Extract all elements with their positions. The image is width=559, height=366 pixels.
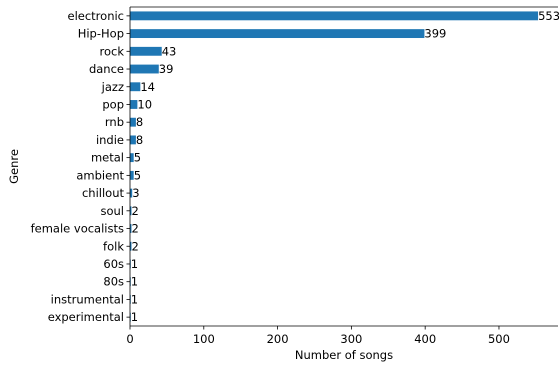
category-label-metal: metal	[91, 151, 124, 165]
x-tick-label-200: 200	[267, 332, 289, 346]
bar-metal	[130, 153, 134, 163]
category-label-ambient: ambient	[76, 168, 124, 182]
value-label-indie: 8	[136, 133, 143, 147]
x-tick-label-0: 0	[126, 332, 133, 346]
category-label-dance: dance	[89, 62, 124, 76]
value-label-folk: 2	[131, 239, 138, 253]
x-tick-label-100: 100	[193, 332, 215, 346]
category-label-hip-hop: Hip-Hop	[78, 27, 124, 41]
value-label-jazz: 14	[140, 80, 155, 94]
x-axis-label: Number of songs	[295, 348, 393, 362]
category-label-female-vocalists: female vocalists	[31, 222, 124, 236]
category-label-electronic: electronic	[68, 9, 125, 23]
bar-folk	[130, 241, 132, 251]
value-label-rnb: 8	[136, 115, 143, 129]
category-label-rock: rock	[100, 44, 125, 58]
value-label-pop: 10	[137, 97, 152, 111]
category-label-80s: 80s	[103, 275, 124, 289]
x-tick-label-300: 300	[340, 332, 362, 346]
value-label-80s: 1	[131, 275, 138, 289]
y-axis-label: Genre	[7, 149, 21, 184]
category-label-instrumental: instrumental	[51, 292, 124, 306]
value-label-chillout: 3	[132, 186, 139, 200]
value-label-soul: 2	[131, 204, 138, 218]
x-tick-label-500: 500	[488, 332, 510, 346]
x-axis-ticks: 0 100 200 300 400 500	[126, 326, 510, 346]
value-label-electronic: 553	[538, 9, 559, 23]
category-label-rnb: rnb	[105, 115, 124, 129]
category-label-soul: soul	[100, 204, 124, 218]
value-label-ambient: 5	[134, 168, 141, 182]
bar-soul	[130, 206, 132, 216]
category-label-experimental: experimental	[48, 310, 124, 324]
bar-dance	[130, 64, 159, 74]
value-label-experimental: 1	[131, 310, 138, 324]
value-label-hip-hop: 399	[424, 27, 446, 41]
bar-electronic	[130, 11, 539, 21]
bar-pop	[130, 100, 138, 109]
bar-female-vocalists	[130, 224, 132, 233]
category-label-indie: indie	[96, 133, 124, 147]
bar-rnb	[130, 117, 136, 127]
bar-indie	[130, 135, 136, 145]
category-label-pop: pop	[102, 97, 124, 111]
value-label-60s: 1	[131, 257, 138, 271]
category-label-jazz: jazz	[101, 80, 124, 94]
value-label-female-vocalists: 2	[131, 222, 138, 236]
x-tick-label-400: 400	[414, 332, 436, 346]
value-label-dance: 39	[159, 62, 174, 76]
bars-group	[130, 11, 539, 322]
value-label-instrumental: 1	[131, 292, 138, 306]
category-labels: electronic Hip-Hop rock dance jazz pop rnb indi…	[31, 9, 130, 324]
bar-chillout	[130, 188, 133, 198]
category-label-60s: 60s	[103, 257, 124, 271]
category-label-chillout: chillout	[82, 186, 125, 200]
bar-jazz	[130, 82, 141, 92]
category-label-folk: folk	[103, 239, 124, 253]
bar-hip-hop	[130, 29, 425, 39]
bar-rock	[130, 46, 162, 56]
value-label-metal: 5	[134, 151, 141, 165]
bar-ambient	[130, 170, 134, 180]
value-label-rock: 43	[162, 44, 177, 58]
